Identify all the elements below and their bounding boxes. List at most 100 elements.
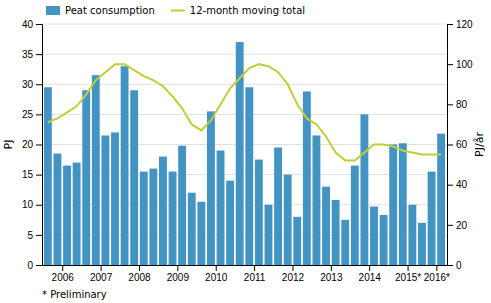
tick-mark bbox=[36, 235, 42, 236]
footnote: * Preliminary bbox=[42, 289, 107, 300]
tick-mark bbox=[436, 265, 437, 271]
tick-mark bbox=[36, 205, 42, 206]
bar bbox=[197, 202, 205, 265]
tick-label: 2015* bbox=[395, 272, 421, 283]
tick: 40 bbox=[447, 179, 468, 190]
bar bbox=[63, 166, 71, 265]
tick: 2009 bbox=[167, 265, 190, 283]
grid-line bbox=[42, 24, 447, 25]
tick-mark bbox=[36, 114, 42, 115]
tick-label: 5 bbox=[27, 230, 33, 241]
tick-label: 2016* bbox=[424, 272, 450, 283]
bar bbox=[351, 166, 359, 265]
bar bbox=[255, 160, 263, 265]
tick-label: 10 bbox=[22, 199, 34, 210]
bar bbox=[44, 87, 52, 265]
tick-mark bbox=[254, 265, 255, 271]
bar bbox=[265, 205, 273, 265]
bar bbox=[169, 172, 177, 265]
tick-mark bbox=[36, 265, 42, 266]
tick-label: 0 bbox=[27, 260, 33, 271]
tick-label: 2011 bbox=[244, 272, 266, 283]
tick-label: 20 bbox=[22, 139, 34, 150]
bar bbox=[226, 181, 234, 265]
bar bbox=[332, 200, 340, 265]
bar bbox=[437, 134, 445, 265]
bar bbox=[313, 135, 321, 265]
bar bbox=[370, 207, 378, 265]
marks bbox=[44, 42, 445, 265]
legend-item: Peat consumption bbox=[46, 5, 155, 16]
bar bbox=[428, 172, 436, 265]
axis-line bbox=[448, 25, 454, 266]
tick-mark bbox=[36, 54, 42, 55]
tick: 2015* bbox=[395, 265, 421, 283]
bar bbox=[149, 169, 157, 265]
tick-mark bbox=[36, 24, 42, 25]
legend-item: 12-month moving total bbox=[171, 5, 305, 16]
tick-mark bbox=[447, 265, 453, 266]
tick-mark bbox=[139, 265, 140, 271]
tick-mark bbox=[36, 84, 42, 85]
tick: 120 bbox=[447, 19, 473, 30]
tick-mark bbox=[36, 175, 42, 176]
tick-label: 0 bbox=[456, 260, 462, 271]
tick-mark bbox=[62, 265, 63, 271]
y-axis: 0510152025303540 bbox=[22, 19, 43, 271]
tick-mark bbox=[447, 145, 453, 146]
bar bbox=[159, 157, 167, 265]
bar bbox=[140, 172, 148, 265]
tick: 5 bbox=[27, 230, 42, 241]
legend-label: 12-month moving total bbox=[190, 5, 305, 16]
tick: 10 bbox=[22, 199, 42, 210]
tick-mark bbox=[331, 265, 332, 271]
tick: 2006 bbox=[52, 265, 75, 283]
tick: 2012 bbox=[282, 265, 305, 283]
tick: 15 bbox=[22, 169, 42, 180]
bars bbox=[44, 42, 445, 265]
bar bbox=[207, 111, 215, 265]
tick-label: 2006 bbox=[52, 272, 75, 283]
bar bbox=[82, 90, 90, 265]
y2-axis-title: PJ/år bbox=[473, 132, 486, 157]
tick: 100 bbox=[447, 59, 473, 70]
y-axis-title: PJ bbox=[2, 140, 15, 150]
tick: 60 bbox=[447, 139, 468, 150]
bar bbox=[73, 163, 81, 265]
bar bbox=[284, 175, 292, 265]
bar bbox=[54, 154, 62, 265]
tick: 20 bbox=[22, 139, 42, 150]
axis-line bbox=[42, 265, 447, 266]
grid bbox=[42, 24, 447, 265]
chart: 2006200720082009201020112012201320142015… bbox=[0, 0, 491, 303]
tick: 2010 bbox=[205, 265, 228, 283]
bar bbox=[293, 217, 301, 265]
bar bbox=[274, 148, 282, 265]
tick: 2011 bbox=[244, 265, 266, 283]
bar bbox=[101, 135, 109, 265]
tick: 25 bbox=[22, 109, 42, 120]
bar bbox=[121, 66, 129, 265]
tick-label: 60 bbox=[456, 139, 468, 150]
tick: 2008 bbox=[128, 265, 151, 283]
grid-line bbox=[42, 54, 447, 55]
tick-label: 2012 bbox=[282, 272, 305, 283]
tick-label: 2013 bbox=[320, 272, 343, 283]
tick-label: 40 bbox=[22, 19, 34, 30]
bar bbox=[178, 146, 186, 265]
tick-label: 30 bbox=[22, 79, 34, 90]
tick: 2007 bbox=[90, 265, 113, 283]
tick-label: 40 bbox=[456, 179, 468, 190]
legend: Peat consumption 12-month moving total bbox=[46, 5, 305, 16]
grid-line bbox=[42, 114, 447, 115]
bar bbox=[389, 145, 397, 266]
tick-label: 2009 bbox=[167, 272, 190, 283]
tick-label: 120 bbox=[456, 19, 473, 30]
tick: 30 bbox=[22, 79, 42, 90]
tick-label: 2007 bbox=[90, 272, 113, 283]
tick-label: 80 bbox=[456, 99, 468, 110]
bar bbox=[92, 75, 100, 265]
tick: 2013 bbox=[320, 265, 343, 283]
tick-mark bbox=[447, 104, 453, 105]
tick-mark bbox=[177, 265, 178, 271]
